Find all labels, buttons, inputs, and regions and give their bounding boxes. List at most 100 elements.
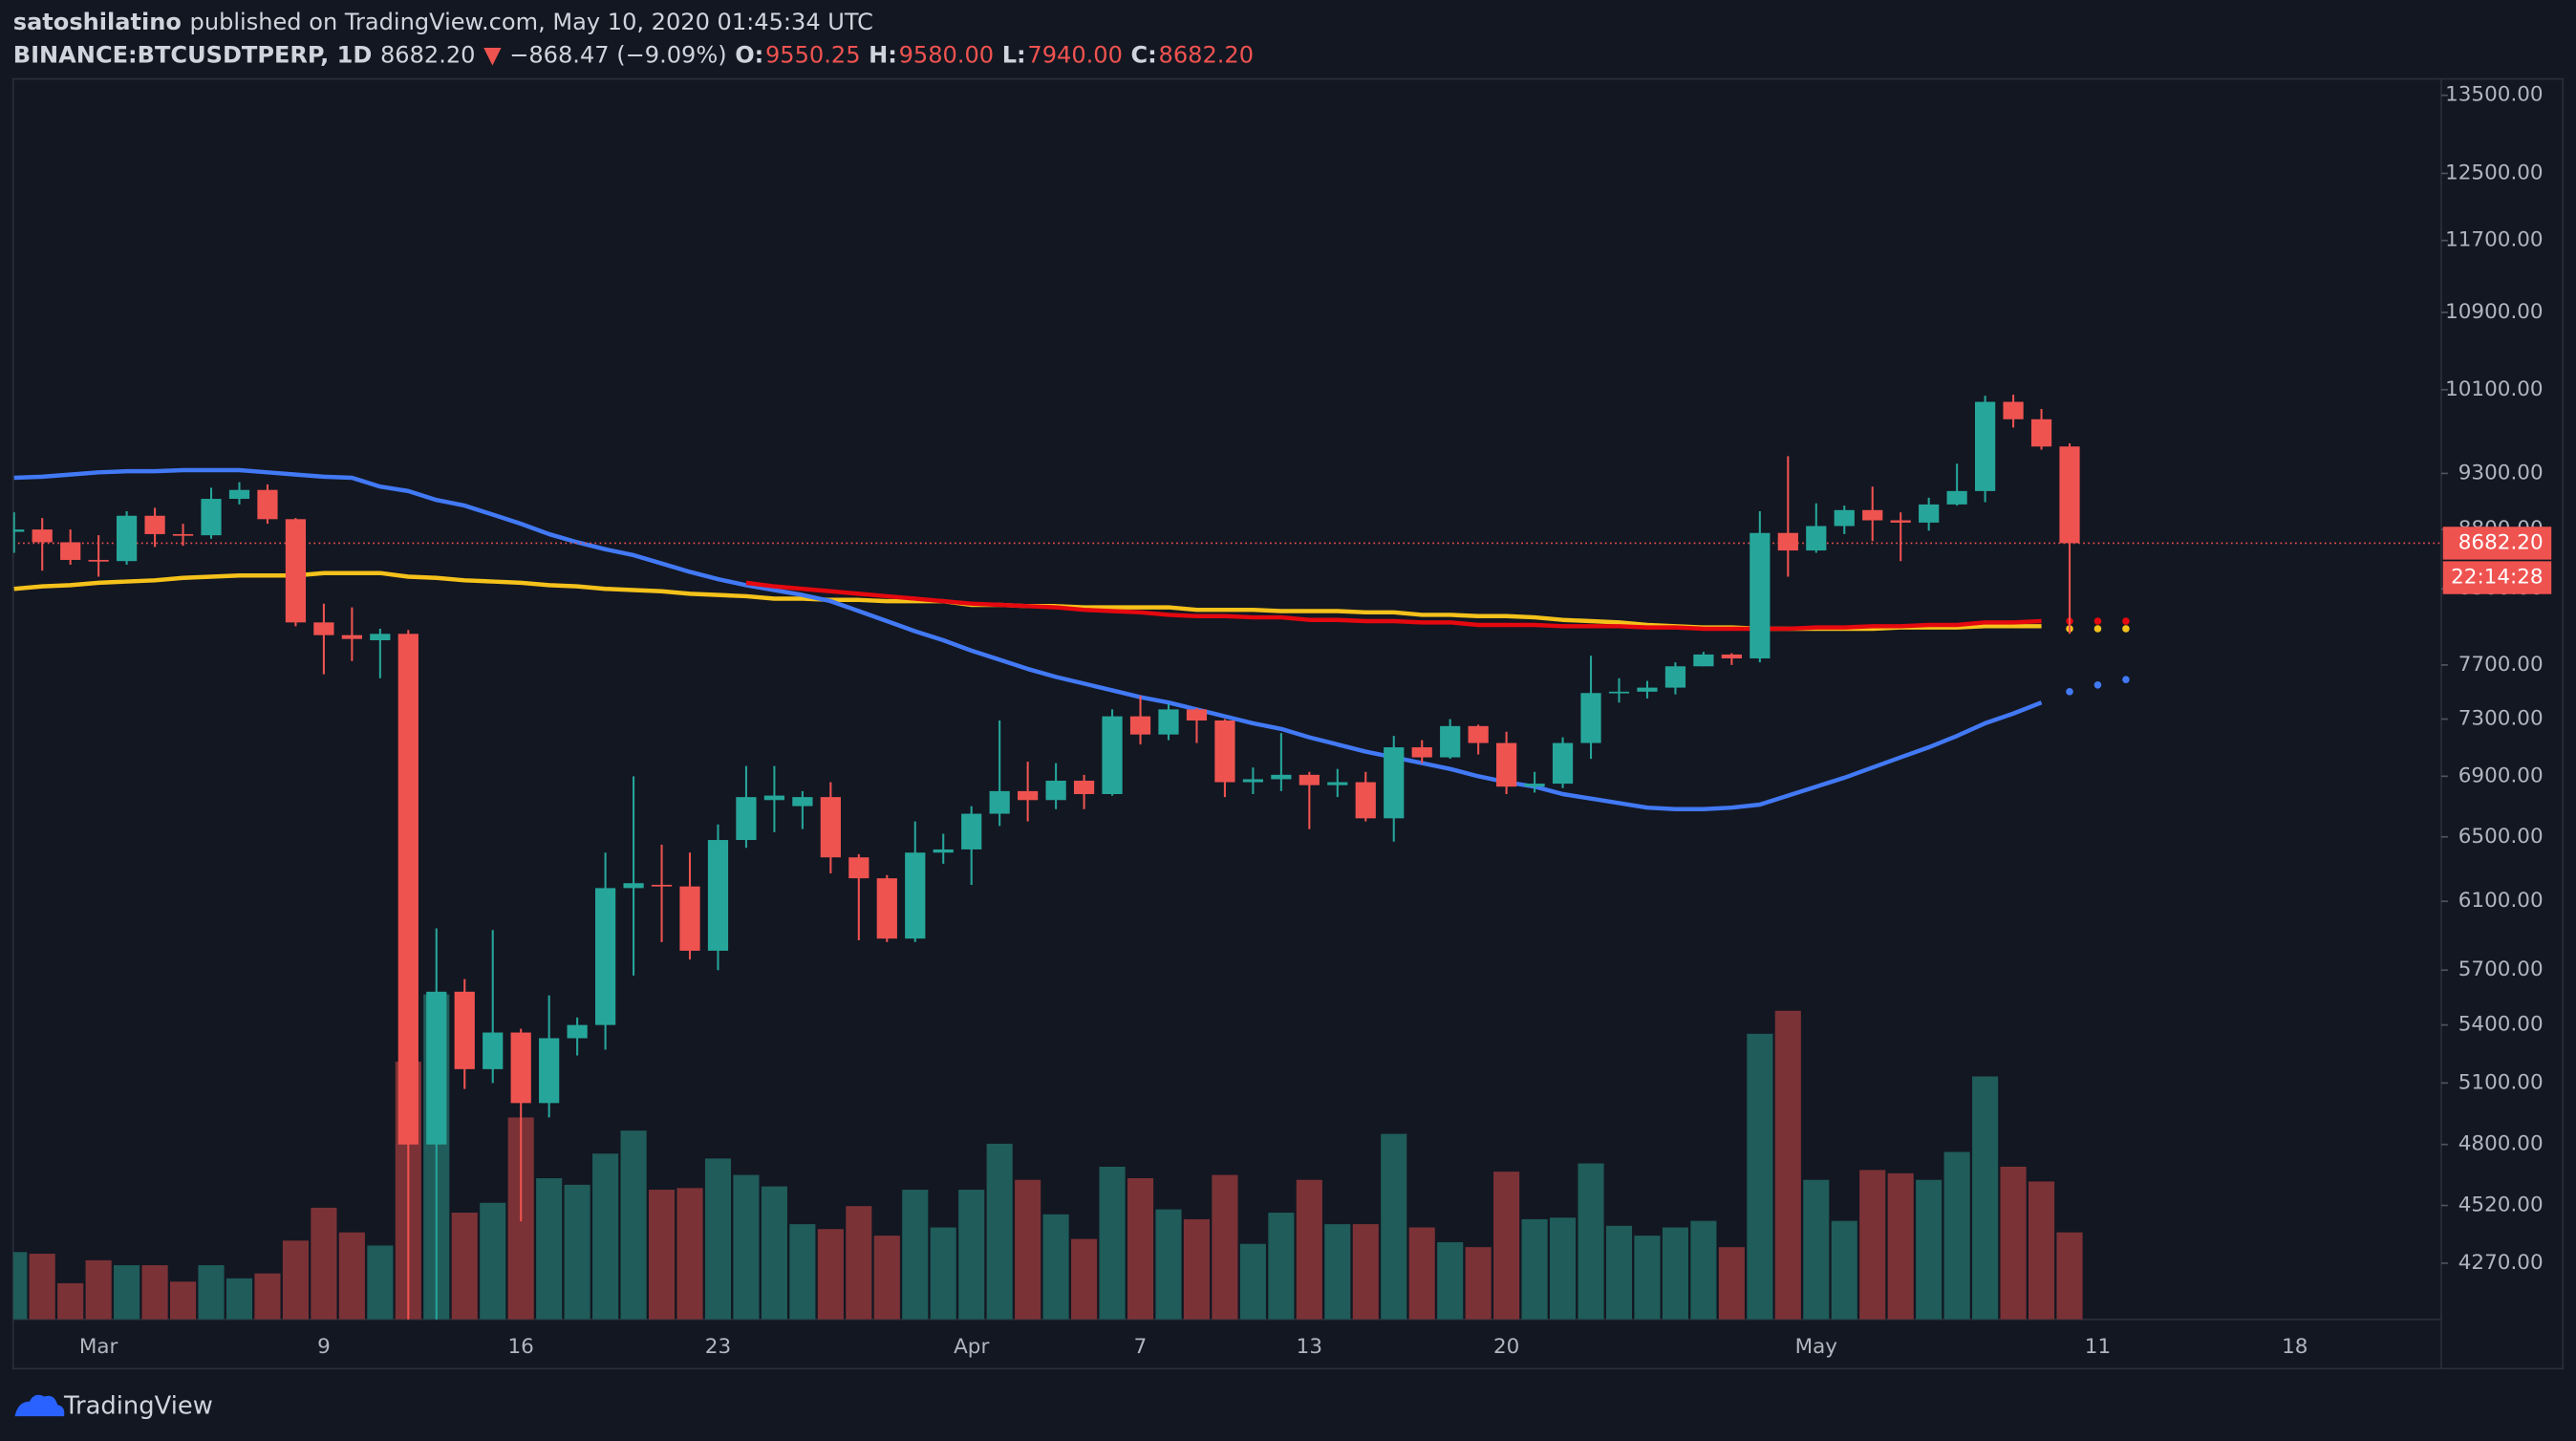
- candle-body: [285, 519, 307, 623]
- candle-body: [1440, 725, 1461, 758]
- x-tick-label: 7: [1134, 1335, 1148, 1359]
- volume-bar: [282, 1240, 309, 1320]
- volume-bar: [254, 1273, 281, 1320]
- candle-body: [539, 1038, 560, 1104]
- candle-body: [1664, 666, 1686, 688]
- candle-body: [1862, 509, 1883, 521]
- volume-bar: [1803, 1179, 1830, 1320]
- volume-bar: [29, 1254, 55, 1320]
- candle-body: [1552, 742, 1574, 785]
- candle-body: [2059, 446, 2080, 544]
- candle-body: [1355, 782, 1376, 819]
- candle-body: [228, 489, 250, 500]
- candle-body: [1580, 693, 1601, 743]
- volume-bar: [1015, 1179, 1041, 1320]
- volume-bar: [620, 1130, 647, 1320]
- volume-bar: [1465, 1247, 1492, 1320]
- x-tick-label: Apr: [954, 1335, 989, 1359]
- volume-bar: [1296, 1179, 1322, 1320]
- candle-body: [88, 559, 109, 562]
- volume-bar: [902, 1190, 929, 1320]
- candle-body: [1411, 747, 1432, 758]
- ma-dot: [2122, 617, 2130, 625]
- candle-body: [144, 515, 165, 534]
- volume-bar: [338, 1232, 365, 1320]
- candle-body: [1018, 790, 1039, 801]
- y-tick-label: 9300.00: [2458, 461, 2544, 484]
- x-tick-label: May: [1795, 1335, 1838, 1359]
- volume-bar: [1324, 1224, 1351, 1320]
- volume-bar: [1239, 1243, 1266, 1320]
- h-value: 9580.00: [899, 42, 995, 69]
- candle-body: [1608, 691, 1630, 694]
- candle-body: [341, 634, 362, 639]
- volume-bar: [676, 1188, 703, 1320]
- volume-bar: [225, 1278, 253, 1320]
- ma-dot: [2066, 688, 2073, 696]
- header-line-2: BINANCE:BTCUSDTPERP, 1D 8682.20 ▼ −868.4…: [13, 42, 1254, 69]
- y-tick-label: 5400.00: [2458, 1013, 2544, 1037]
- candle-body: [820, 797, 841, 858]
- y-tick-label: 5700.00: [2458, 957, 2544, 981]
- countdown: 22:14:28: [2451, 566, 2544, 590]
- x-tick-label: 9: [317, 1335, 331, 1359]
- candle-body: [510, 1032, 531, 1104]
- x-tick-label: 18: [2282, 1335, 2308, 1359]
- candle-body: [1693, 654, 1714, 667]
- axes: 13500.00 12500.00 11700.00 10900.00 10100.00…: [79, 83, 2552, 1359]
- candle-body: [567, 1024, 588, 1039]
- c-label: C:: [1131, 42, 1157, 69]
- candle-body: [1045, 780, 1066, 801]
- candle-body: [876, 878, 897, 939]
- candle-body: [1242, 779, 1264, 783]
- volume-bar: [1550, 1217, 1577, 1320]
- c-value: 8682.20: [1159, 42, 1255, 69]
- x-tick-label: 23: [705, 1335, 731, 1359]
- y-tick-label: 6900.00: [2458, 764, 2544, 787]
- volume-bar: [57, 1282, 84, 1320]
- candle-body: [172, 533, 194, 536]
- candle-body: [397, 634, 419, 1145]
- candle-body: [426, 991, 447, 1145]
- y-tick-label: 4800.00: [2458, 1132, 2544, 1156]
- volume-bar: [986, 1143, 1013, 1320]
- ma-dot: [2093, 681, 2102, 689]
- y-tick-label: 7700.00: [2458, 653, 2544, 677]
- volume-bar: [1887, 1172, 1914, 1320]
- x-tick-label: Mar: [79, 1335, 118, 1359]
- candle-body: [1299, 774, 1320, 785]
- ma-line: [13, 467, 2043, 812]
- brand: TradingView: [63, 1391, 213, 1420]
- candle-body: [1750, 532, 1771, 659]
- volume-bar: [169, 1281, 197, 1320]
- volume-bar: [1521, 1218, 1548, 1320]
- candle-body: [594, 888, 616, 1025]
- volume-bar: [1381, 1133, 1407, 1320]
- candle-body: [1777, 532, 1798, 551]
- candle-body: [763, 795, 785, 801]
- volume-bar: [1155, 1209, 1182, 1320]
- candle-body: [1524, 784, 1545, 787]
- y-tick-label: 10900.00: [2445, 300, 2544, 324]
- candle-body: [848, 857, 869, 879]
- h-label: H:: [869, 42, 897, 69]
- chart-frame: [11, 77, 2565, 1370]
- volume-bar: [1690, 1220, 1717, 1320]
- candle-body: [736, 797, 757, 841]
- volume-bar: [141, 1265, 168, 1320]
- candle-body: [1468, 725, 1489, 743]
- candle-body: [2003, 401, 2024, 419]
- volume-bar: [480, 1202, 506, 1320]
- candle-body: [1890, 520, 1911, 523]
- candle-body: [1073, 780, 1095, 795]
- volume-bar: [1718, 1247, 1745, 1320]
- volume-bar: [1493, 1172, 1520, 1320]
- volume-bar: [12, 1252, 28, 1320]
- candle-body: [1974, 401, 1996, 491]
- x-tick-label: 16: [508, 1335, 534, 1359]
- author: satoshilatino: [13, 9, 182, 35]
- volume-bar: [1943, 1151, 1970, 1320]
- volume-bar: [1042, 1214, 1069, 1320]
- candle-body: [1129, 716, 1151, 735]
